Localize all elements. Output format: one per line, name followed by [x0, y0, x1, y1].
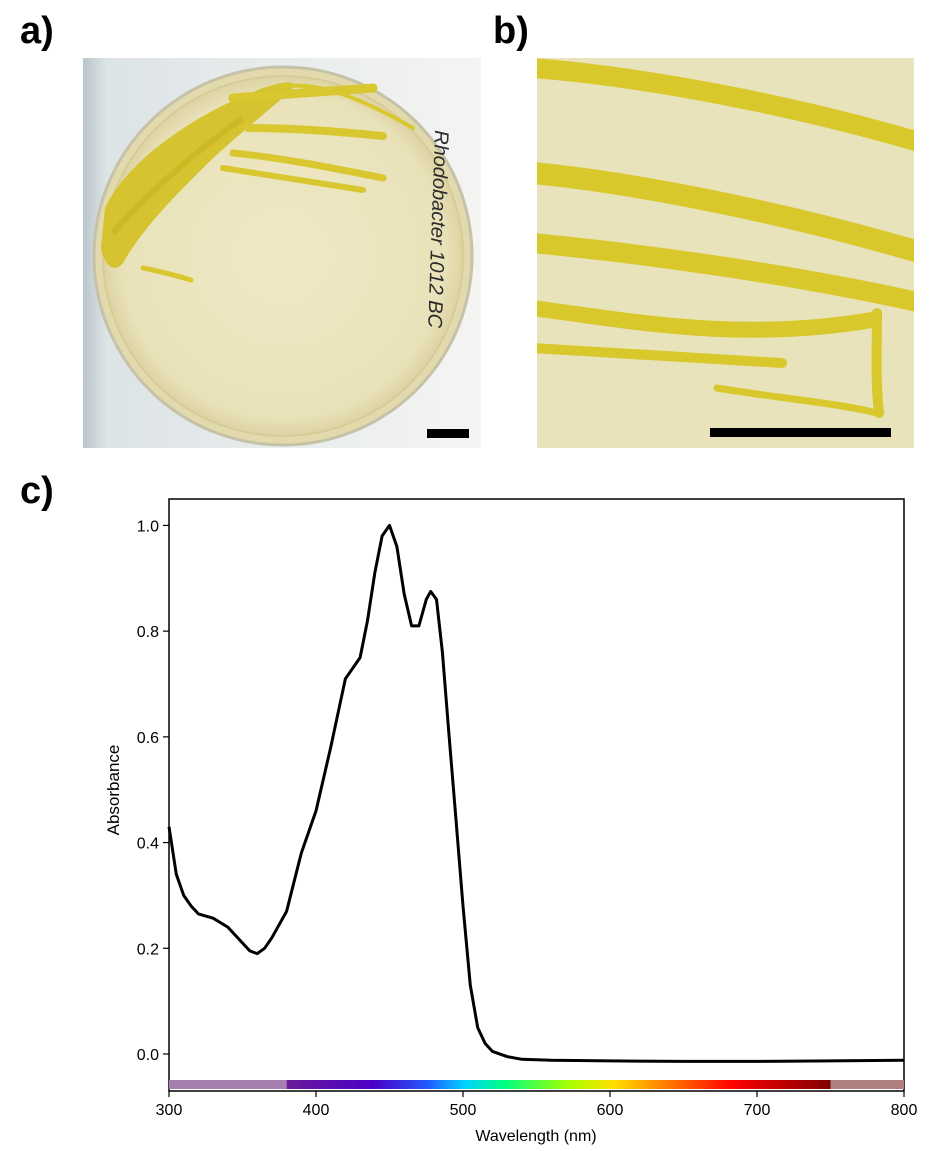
spectrum-bar: [169, 1080, 904, 1089]
panel-a-label: a): [20, 10, 54, 52]
spectrum-uv-segment: [169, 1080, 287, 1089]
x-tick-label: 500: [450, 1102, 477, 1119]
y-axis-label: Absorbance: [104, 745, 123, 836]
colony-closeup-photo: [537, 58, 914, 448]
x-tick-label: 800: [891, 1102, 918, 1119]
spectrum-ir-segment: [830, 1080, 904, 1089]
panel-c-label: c): [20, 470, 54, 512]
y-tick-label: 0.4: [137, 836, 159, 853]
petri-dish-illustration: Rhodobacter 1012 BC: [83, 58, 481, 448]
spectrum-visible-segment: [286, 1080, 831, 1089]
x-axis: 300 400 500 600 700 800: [156, 1091, 918, 1119]
scale-bar-a: [427, 429, 469, 438]
y-tick-label: 0.8: [137, 624, 159, 641]
x-tick-label: 400: [303, 1102, 330, 1119]
y-tick-label: 0.0: [137, 1047, 159, 1064]
colony-streaks: [140, 83, 415, 283]
closeup-streaks: [537, 58, 914, 418]
plot-frame: [168, 498, 905, 1092]
x-tick-label: 300: [156, 1102, 183, 1119]
x-tick-label: 700: [744, 1102, 771, 1119]
x-tick-label: 600: [597, 1102, 624, 1119]
panel-b-label: b): [493, 10, 529, 52]
colony-lawn: [101, 82, 295, 268]
absorbance-series-line: [167, 523, 905, 1063]
y-tick-label: 1.0: [137, 518, 159, 535]
closeup-illustration: [537, 58, 914, 448]
y-tick-label: 0.6: [137, 730, 159, 747]
x-axis-label: Wavelength (nm): [475, 1128, 596, 1145]
y-tick-label: 0.2: [137, 941, 159, 958]
petri-dish-photo: Rhodobacter 1012 BC: [83, 58, 481, 448]
scale-bar-b: [710, 428, 891, 437]
y-axis: 0.0 0.2 0.4 0.6 0.8 1.0: [137, 518, 169, 1064]
